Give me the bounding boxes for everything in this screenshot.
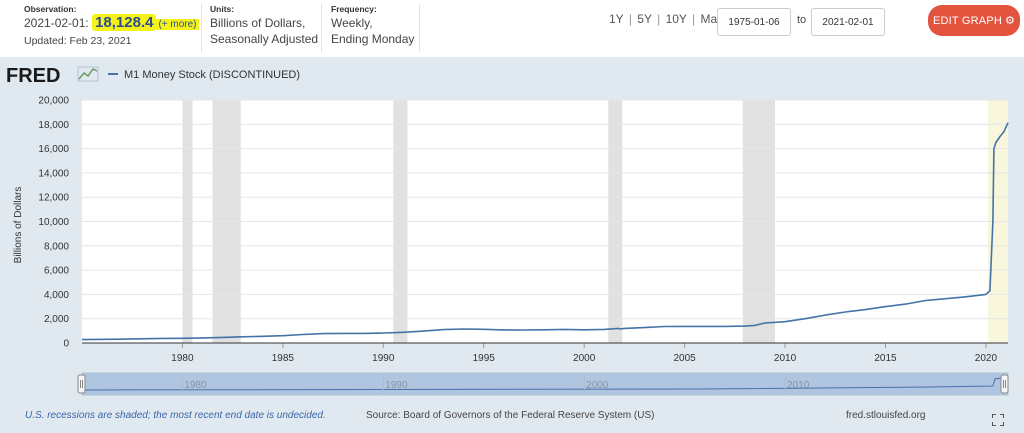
x-tick-label: 2000 (573, 353, 596, 364)
navigator-tick-label: 2000 (586, 380, 609, 391)
x-tick-label: 1990 (372, 353, 395, 364)
navigator-right-handle[interactable] (1000, 374, 1009, 394)
x-tick-label: 1980 (171, 353, 194, 364)
observation-block: Observation: 2021-02-01: 18,128.4 (+ more… (24, 4, 199, 49)
navigator-tick-label: 1980 (184, 380, 207, 391)
range-separator: | (628, 12, 632, 26)
gear-icon: ⚙ (1004, 15, 1016, 27)
navigator-series (81, 376, 1009, 391)
observation-label: Observation: (24, 4, 77, 14)
fred-logo[interactable]: FRED (6, 65, 99, 87)
navigator-tick-label: 2010 (787, 380, 810, 391)
recession-note: U.S. recessions are shaded; the most rec… (25, 410, 326, 421)
edit-graph-button[interactable]: EDIT GRAPH ⚙ (928, 5, 1020, 36)
range-separator: | (657, 12, 661, 26)
x-axis: 1980 1985 1990 1995 2000 2005 2010 2015 2020 (171, 343, 997, 364)
y-tick-label: 6,000 (44, 266, 69, 277)
frequency-label: Frequency: (331, 4, 377, 14)
frequency-line2: Ending Monday (331, 32, 415, 46)
observation-more-link[interactable]: (+ more) (156, 19, 199, 30)
frequency-line1: Weekly, (331, 16, 373, 30)
legend-label: M1 Money Stock (DISCONTINUED) (124, 69, 300, 81)
edit-graph-label: EDIT GRAPH (932, 14, 1002, 27)
observation-date: 2021-02-01: (24, 16, 89, 30)
y-tick-label: 0 (63, 339, 69, 350)
y-tick-label: 8,000 (44, 241, 69, 252)
fullscreen-icon[interactable] (992, 414, 1004, 426)
units-line1: Billions of Dollars, (210, 16, 306, 30)
observation-value: 18,128.4 (92, 14, 157, 31)
y-tick-label: 18,000 (38, 120, 69, 131)
x-tick-label: 1985 (272, 353, 295, 364)
range-links: 1Y | 5Y | 10Y | Max (609, 12, 723, 26)
units-line2: Seasonally Adjusted (210, 32, 319, 46)
y-tick-label: 20,000 (38, 96, 69, 107)
x-tick-label: 2010 (774, 353, 797, 364)
range-10y-link[interactable]: 10Y (665, 12, 687, 26)
fred-logo-text: FRED (6, 65, 60, 87)
header-bar: Observation: 2021-02-01: 18,128.4 (+ more… (0, 0, 1024, 57)
x-tick-label: 1995 (473, 353, 496, 364)
fred-logo-chart-icon (77, 66, 99, 82)
end-date-input[interactable] (811, 8, 885, 36)
frequency-block: Frequency: Weekly, Ending Monday (331, 4, 414, 47)
navigator-selection[interactable] (82, 373, 1008, 395)
navigator-tick-label: 1990 (385, 380, 408, 391)
x-tick-label: 2020 (975, 353, 998, 364)
start-date-input[interactable] (717, 8, 791, 36)
y-tick-label: 12,000 (38, 193, 69, 204)
divider (419, 4, 420, 52)
y-tick-label: 16,000 (38, 144, 69, 155)
site-link[interactable]: fred.stlouisfed.org (846, 410, 926, 421)
chart-panel: FRED M1 Money Stock (DISCONTINUED) Billi… (0, 57, 1024, 433)
navigator-ticks: 1980 1990 2000 2010 (181, 373, 810, 395)
divider (201, 4, 202, 52)
chart-svg: FRED M1 Money Stock (DISCONTINUED) Billi… (6, 65, 1009, 396)
y-tick-label: 10,000 (38, 217, 69, 228)
range-navigator[interactable]: 1980 1990 2000 2010 (77, 372, 1009, 396)
x-tick-label: 2015 (874, 353, 897, 364)
y-tick-label: 2,000 (44, 314, 69, 325)
source-credit: Source: Board of Governors of the Federa… (366, 410, 655, 421)
y-axis-title: Billions of Dollars (13, 187, 24, 264)
y-tick-label: 14,000 (38, 168, 69, 179)
range-5y-link[interactable]: 5Y (637, 12, 652, 26)
x-tick-label: 2005 (673, 353, 696, 364)
legend: M1 Money Stock (DISCONTINUED) (108, 69, 300, 81)
range-1y-link[interactable]: 1Y (609, 12, 624, 26)
gridlines (82, 99, 1008, 320)
range-separator: | (692, 12, 696, 26)
series-line (81, 122, 1009, 341)
y-tick-label: 4,000 (44, 290, 69, 301)
updated-date: Updated: Feb 23, 2021 (24, 35, 132, 47)
to-label: to (797, 14, 807, 26)
units-block: Units: Billions of Dollars, Seasonally A… (210, 4, 318, 47)
divider (321, 4, 322, 52)
navigator-left-handle[interactable] (77, 374, 86, 394)
y-axis: 0 2,000 4,000 6,000 8,000 10,000 12,000 14,000 1… (38, 96, 69, 350)
units-label: Units: (210, 4, 235, 14)
series-layer (81, 122, 1009, 341)
